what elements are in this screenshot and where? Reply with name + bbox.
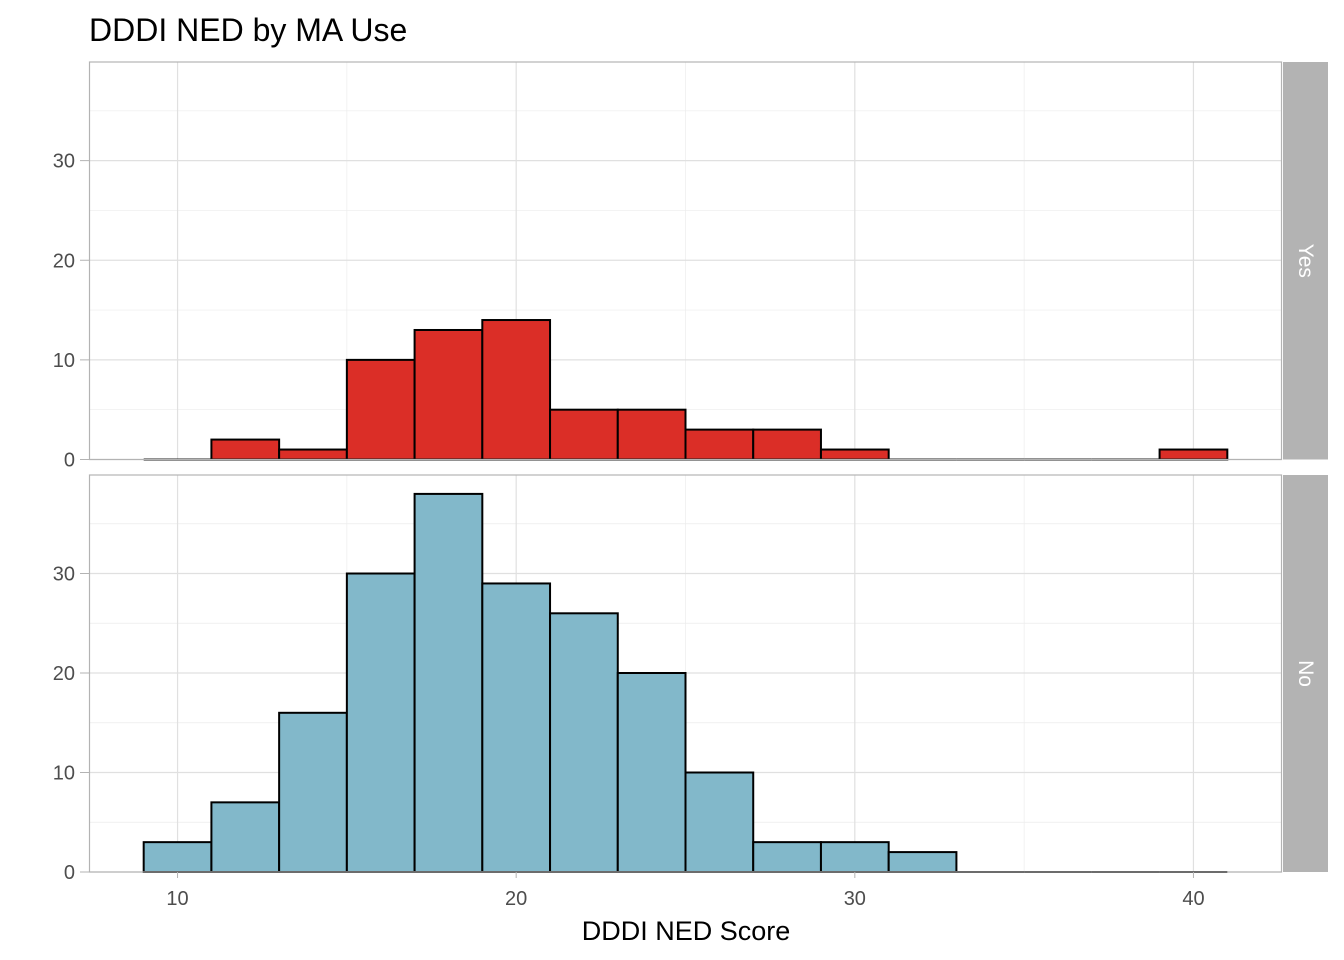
chart-title: DDDI NED by MA Use <box>89 12 407 48</box>
histogram-bar <box>819 841 890 874</box>
histogram-bar <box>616 408 687 461</box>
histogram-bar <box>278 448 348 461</box>
histogram-bar <box>413 492 484 873</box>
histogram-bar <box>549 408 619 461</box>
x-tick-label: 10 <box>166 888 188 910</box>
x-axis: 10 20 30 40 <box>166 872 1205 910</box>
histogram-bar <box>752 428 822 461</box>
histogram-bar <box>345 358 416 461</box>
histogram-bar <box>278 711 348 873</box>
histogram-bar <box>142 841 213 874</box>
y-tick-label: 30 <box>53 151 75 173</box>
histogram-bar <box>549 612 619 874</box>
facet-panel-yes: 0 10 20 30 Yes <box>53 61 1328 472</box>
histogram-bar <box>819 448 890 461</box>
x-tick-label: 20 <box>505 888 527 910</box>
histogram-bar <box>210 438 281 461</box>
y-tick-label: 20 <box>53 663 75 685</box>
facet-strip <box>1283 475 1328 872</box>
facet-panels: 0 10 20 30 Yes 0 10 20 30 No <box>53 61 1328 884</box>
histogram-bar <box>345 572 416 874</box>
histogram-bar <box>887 851 958 874</box>
y-tick-label: 30 <box>53 564 75 586</box>
y-tick-label: 20 <box>53 250 75 272</box>
histogram-bar <box>616 672 687 873</box>
histogram-bar <box>684 771 755 874</box>
histogram-bar <box>752 841 822 874</box>
x-tick-label: 40 <box>1182 888 1204 910</box>
histogram-bar <box>1158 448 1229 461</box>
y-tick-label: 0 <box>64 862 75 884</box>
histogram-bar <box>481 319 552 461</box>
facet-strip-label: Yes <box>1294 244 1317 278</box>
histogram-bar <box>684 428 755 461</box>
y-tick-label: 0 <box>64 450 75 472</box>
histogram-bar <box>210 801 281 874</box>
x-tick-label: 30 <box>844 888 866 910</box>
facet-panel-no: 0 10 20 30 No <box>53 474 1328 884</box>
histogram-bar <box>481 582 552 873</box>
facet-strip <box>1283 62 1328 460</box>
y-tick-label: 10 <box>53 763 75 785</box>
facet-strip-label: No <box>1294 660 1317 687</box>
x-axis-title: DDDI NED Score <box>582 916 791 946</box>
y-tick-label: 10 <box>53 350 75 372</box>
histogram-bar <box>413 328 484 461</box>
